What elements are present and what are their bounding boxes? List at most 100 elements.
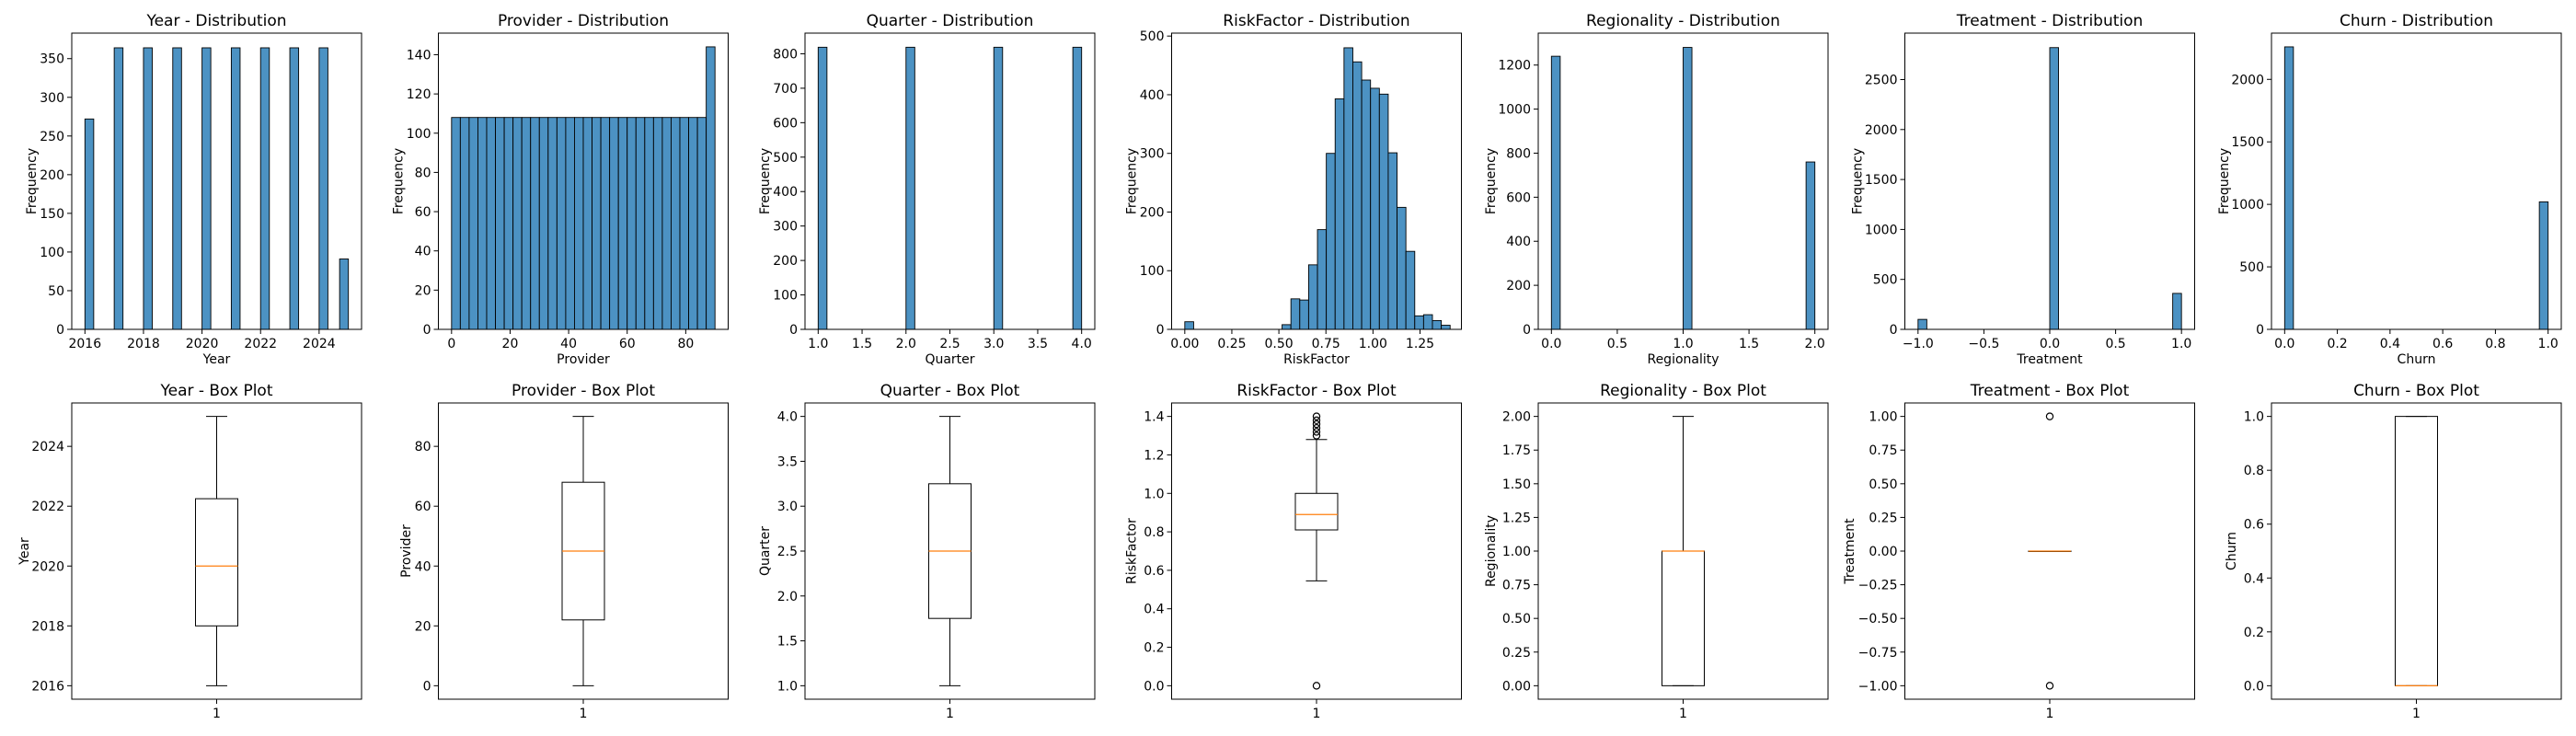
histogram-bar [609,117,619,330]
y-tick-label: 1.4 [1144,410,1164,425]
histogram-bar [627,117,637,330]
x-axis-label: Provider [557,352,610,367]
histogram-bar [706,46,716,330]
y-tick-label: 100 [407,127,431,142]
histogram-bar [696,117,707,330]
boxplot-panel-5: Regionality - Box Plot 1 0.00 0.25 0.50 0.75 1… [1484,382,1829,721]
y-tick-label: 200 [1140,205,1165,220]
y-tick-label: 0 [1890,323,1898,338]
x-tick-label: 0.5 [1607,337,1627,351]
x-axis-label: Treatment [2016,352,2083,367]
y-tick-label: 0.2 [1144,641,1164,656]
x-tick-label: 40 [560,337,577,351]
histogram-bar [592,117,602,330]
x-tick-label: 80 [677,337,694,351]
histogram-bar [1299,299,1309,330]
y-tick-label: 0.6 [2244,518,2264,533]
histogram-bar [84,118,95,330]
histogram-bar [1334,98,1345,330]
chart-title: Year - Distribution [145,12,286,30]
histogram-bar [1432,319,1443,330]
histogram-bar [1370,87,1380,330]
x-tick-label: 0.6 [2432,337,2453,351]
y-tick-label: 20 [415,619,431,634]
histogram-bar [538,117,549,330]
plot-frame [1537,402,1829,700]
x-tick-label: 0.5 [2105,337,2125,351]
x-tick-label: 0.00 [1170,337,1199,351]
y-axis-label: Frequency [1125,148,1140,214]
plot-frame [1171,402,1462,700]
y-tick-label: 2.0 [777,590,798,604]
histogram-bar [512,117,523,330]
x-axis-label: Churn [2398,352,2436,367]
outlier-point [1312,431,1321,440]
x-axis-label: Regionality [1647,352,1719,367]
y-tick-label: 80 [415,166,431,180]
histogram-bar [2283,46,2294,330]
histogram-bar [477,117,488,330]
chart-title: Quarter - Distribution [867,12,1034,30]
histogram-bar [459,117,470,330]
y-tick-label: 500 [773,151,798,166]
histogram-bar [574,117,584,330]
y-tick-label: 700 [773,82,798,97]
y-tick-label: 100 [1140,264,1165,279]
plot-frame [804,402,1096,700]
x-tick-label: 1.0 [1673,337,1693,351]
y-tick-label: −0.75 [1858,646,1898,661]
histogram-bar [1805,161,1816,330]
y-tick-label: 1.00 [1869,410,1897,425]
y-tick-label: 1000 [1498,103,1531,118]
y-tick-label: −1.00 [1858,679,1898,694]
y-tick-label: 1500 [2231,135,2264,150]
x-tick-label: 60 [619,337,636,351]
histogram-bar [565,117,575,330]
y-tick-label: 0 [789,323,798,338]
chart-title: Treatment - Box Plot [1970,382,2130,400]
histogram-bar [661,117,672,330]
y-axis-label: Quarter [758,526,773,576]
y-axis-label: Frequency [758,148,773,214]
outlier-point [2045,682,2054,690]
plot-frame [1171,32,1462,330]
y-tick-label: 0.8 [2244,464,2264,478]
x-tick-label: 0.4 [2380,337,2400,351]
y-tick-label: 40 [415,559,431,574]
y-tick-label: 3.0 [777,500,798,514]
y-tick-label: 80 [415,440,431,454]
plot-frame [438,32,729,330]
plot-frame [1904,402,2195,700]
x-tick-label: 3.0 [983,337,1004,351]
x-tick-label: 1.0 [808,337,828,351]
y-tick-label: 150 [40,207,64,222]
x-tick-label: −0.5 [1968,337,1999,351]
histogram-bar [259,47,270,330]
y-tick-label: 4.0 [777,410,798,425]
histogram-bar [600,117,611,330]
y-axis-label: Regionality [1484,515,1499,587]
box-iqr [2395,416,2438,686]
histogram-bar [2049,47,2060,330]
y-tick-label: 800 [773,47,798,62]
y-tick-label: 0.6 [1144,564,1164,579]
y-tick-label: 1.0 [777,679,798,694]
x-tick-label: 20 [502,337,519,351]
histogram-bar [582,117,592,330]
x-tick-label: −1.0 [1903,337,1934,351]
histogram-bar [644,117,654,330]
y-tick-label: 0.00 [1869,545,1897,559]
x-tick-label: 2018 [127,337,160,351]
histogram-bar [1307,264,1318,330]
histogram-bar [635,117,646,330]
y-tick-label: 0.0 [2244,679,2264,694]
histogram-panel-2: Provider - Distribution 0 20 40 60 80 Provider… [392,12,729,367]
x-tick-label: 2016 [68,337,101,351]
histogram-bar [1352,61,1363,330]
x-tick-label: 1.5 [852,337,872,351]
x-tick-label: 1.25 [1406,337,1434,351]
boxplot-panel-1: Year - Box Plot 1 2016 2018 2020 2022 2024 Year [17,382,362,721]
y-axis-label: Treatment [1843,518,1857,585]
histogram-panel-4: RiskFactor - Distribution 0.00 0.25 0.50 0.7… [1125,12,1462,367]
chart-title: Quarter - Box Plot [880,382,1020,400]
